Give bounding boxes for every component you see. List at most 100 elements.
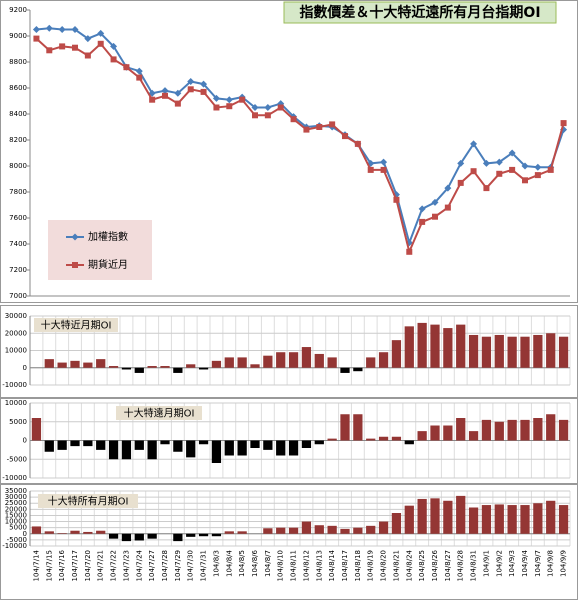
x-tick-label: 104/8/5 [238, 550, 246, 577]
x-tick-label: 104/7/21 [97, 550, 105, 581]
marker [187, 86, 194, 93]
bar [224, 357, 234, 368]
marker [135, 67, 143, 75]
bar [173, 533, 183, 542]
bar [391, 513, 402, 534]
bar [160, 440, 170, 445]
marker [495, 158, 503, 166]
x-tick-label: 104/7/20 [84, 550, 92, 581]
marker [71, 26, 79, 33]
bar [198, 533, 209, 537]
bar [404, 440, 414, 445]
marker [97, 29, 105, 37]
bar [468, 431, 479, 441]
bar [288, 352, 299, 368]
marker [560, 120, 567, 127]
marker [342, 133, 348, 140]
y-tick-label: 8200 [9, 136, 27, 144]
marker [303, 126, 310, 133]
y-tick-label: 0 [23, 364, 27, 372]
bar [314, 353, 324, 368]
x-tick-label: 104/7/15 [45, 550, 53, 581]
bar [198, 367, 209, 370]
x-tick-label: 104/7/22 [110, 550, 118, 581]
bar [263, 355, 273, 368]
x-tick-label: 104/8/19 [367, 550, 375, 581]
marker [483, 185, 490, 192]
bar [83, 531, 93, 534]
x-tick-label: 104/8/25 [418, 550, 426, 581]
bar [327, 438, 337, 441]
bar [147, 440, 157, 460]
x-tick-label: 104/8/18 [354, 550, 362, 581]
bar [520, 336, 530, 368]
y-tick-label: 7800 [9, 188, 27, 196]
bar [147, 366, 157, 368]
bar [134, 440, 144, 450]
x-tick-label: 104/8/28 [457, 550, 465, 581]
bar [108, 366, 119, 368]
bar [237, 357, 247, 368]
marker [406, 248, 413, 255]
marker [457, 179, 464, 186]
bar [288, 440, 299, 456]
y-tick-label: -5000 [7, 536, 27, 544]
bar [340, 414, 350, 441]
bar [417, 498, 427, 534]
bar [31, 526, 42, 534]
x-tick-label: 104/9/2 [495, 550, 503, 577]
y-tick-label: 0 [23, 530, 27, 538]
marker [226, 103, 233, 110]
y-tick-label: -10000 [2, 474, 27, 482]
y-tick-label: 8400 [9, 110, 27, 118]
marker [482, 159, 490, 167]
marker [367, 166, 374, 173]
bar [417, 431, 427, 441]
bar [481, 419, 492, 441]
marker [277, 104, 284, 111]
x-tick-label: 104/7/31 [200, 550, 208, 581]
x-tick-label: 104/8/13 [315, 550, 323, 581]
marker [534, 163, 542, 171]
x-tick-label: 104/7/24 [135, 549, 143, 581]
bar [108, 440, 119, 460]
x-tick-label: 104/7/16 [58, 549, 66, 581]
bar [57, 533, 67, 534]
marker [470, 168, 477, 175]
marker [329, 121, 336, 128]
bar [70, 440, 80, 447]
marker [290, 116, 297, 123]
x-tick-label: 104/9/9 [560, 550, 568, 577]
y-tick-label: 7600 [9, 214, 27, 222]
y-tick-label: 30000 [5, 312, 27, 320]
marker [174, 89, 182, 97]
marker [200, 88, 207, 95]
marker [432, 213, 438, 220]
bar [353, 527, 363, 534]
y-tick-label: -10000 [2, 381, 27, 389]
marker [380, 166, 387, 173]
bar [327, 357, 337, 368]
bar [301, 521, 312, 534]
marker [418, 205, 426, 213]
marker [470, 140, 478, 148]
marker [239, 96, 246, 103]
marker [264, 112, 271, 119]
x-tick-label: 104/7/27 [148, 550, 156, 581]
marker [212, 94, 220, 102]
bar [378, 521, 389, 534]
marker [46, 47, 53, 54]
bar [314, 440, 324, 445]
x-tick-label: 104/7/30 [187, 550, 195, 581]
bar [366, 357, 376, 368]
x-tick-label: 104/8/11 [290, 550, 298, 581]
bar [456, 324, 466, 368]
bar [443, 425, 453, 441]
marker [32, 26, 40, 33]
x-tick-label: 104/9/8 [547, 550, 555, 577]
bar [211, 360, 222, 368]
y-tick-label: -10000 [2, 542, 27, 550]
marker [200, 80, 208, 88]
bar [224, 440, 234, 456]
y-tick-label: 8800 [9, 58, 27, 66]
